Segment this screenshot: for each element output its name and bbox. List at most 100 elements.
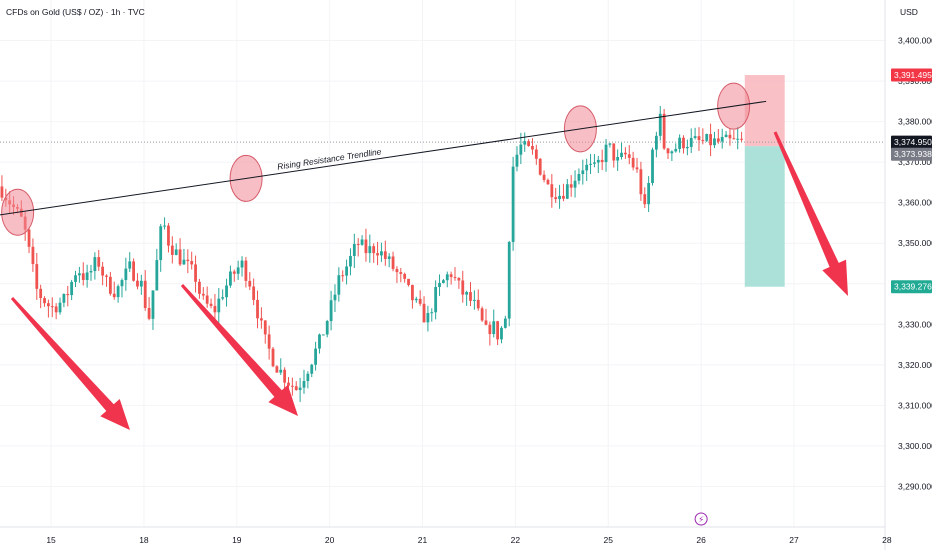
price-tick-label: 3,290.000 xyxy=(898,481,932,491)
candle-body xyxy=(39,288,43,299)
arrow-annotations[interactable] xyxy=(10,131,848,430)
candle-body xyxy=(128,261,132,269)
candle-body xyxy=(306,373,310,382)
candle-body xyxy=(414,298,418,301)
candle-body xyxy=(302,381,306,388)
candle-body xyxy=(422,303,426,323)
arrow-down-icon xyxy=(180,284,298,416)
candle-body xyxy=(411,284,414,301)
time-tick-label: 25 xyxy=(604,535,614,545)
candle-body xyxy=(434,286,438,313)
candle-body xyxy=(120,280,124,287)
candle-body xyxy=(480,308,484,321)
candle-body xyxy=(256,299,259,319)
candle-body xyxy=(593,162,596,164)
candle-body xyxy=(519,144,523,155)
price-labels: 3,391.4953,339.2763,374.95020:363,373.93… xyxy=(891,68,932,294)
candle-body xyxy=(167,225,170,246)
price-tick-label: 3,380.000 xyxy=(898,117,932,127)
price-tick-label: 3,360.000 xyxy=(898,198,932,208)
candle-body xyxy=(108,276,112,294)
candle-body xyxy=(170,245,174,255)
candle-body xyxy=(647,183,651,205)
candle-body xyxy=(380,251,383,256)
candle-body xyxy=(693,136,697,138)
candle-body xyxy=(217,298,221,313)
candle-body xyxy=(43,298,46,304)
price-axis[interactable] xyxy=(885,0,932,550)
candle-body xyxy=(244,260,248,281)
candle-body xyxy=(670,151,674,154)
time-tick-label: 28 xyxy=(882,535,892,545)
candle-body xyxy=(352,243,356,256)
candle-body xyxy=(89,271,93,273)
candle-body xyxy=(658,113,662,136)
candle-body xyxy=(488,324,492,335)
candle-body xyxy=(136,280,139,287)
event-marker[interactable]: ⚡ xyxy=(694,512,708,526)
price-tick-label: 3,310.000 xyxy=(898,400,932,410)
candle-body xyxy=(472,299,476,301)
candle-body xyxy=(643,194,647,205)
candle-body xyxy=(662,113,666,149)
candle-body xyxy=(205,295,209,304)
candle-body xyxy=(573,180,577,188)
candle-body xyxy=(438,282,441,287)
lightning-icon: ⚡ xyxy=(698,516,704,526)
candle-body xyxy=(93,257,97,272)
candle-body xyxy=(147,307,151,319)
candle-body xyxy=(62,293,66,303)
time-axis-ticks: 15 18 19 20 21 22 25 26 27 28 xyxy=(46,535,892,545)
price-tick-label: 3,330.000 xyxy=(898,319,932,329)
candle-body xyxy=(612,143,616,161)
candle-body xyxy=(596,159,600,163)
candle-body xyxy=(368,246,372,254)
candle-body xyxy=(77,273,81,276)
time-tick-label: 15 xyxy=(46,535,56,545)
candle-body xyxy=(550,184,554,198)
candle-body xyxy=(740,138,743,140)
candle-body xyxy=(604,144,608,163)
candle-body xyxy=(546,179,550,185)
candle-body xyxy=(321,334,325,336)
take-profit-zone[interactable] xyxy=(744,146,785,287)
candle-body xyxy=(248,280,252,287)
candle-body xyxy=(101,266,105,276)
candle-body xyxy=(484,320,488,325)
candle-body xyxy=(426,312,430,323)
candle-body xyxy=(624,152,627,155)
candle-body xyxy=(70,281,74,296)
candle-body xyxy=(298,387,302,391)
currency-label: USD xyxy=(900,7,918,17)
level-price-bg xyxy=(891,147,932,161)
target-price-label-bg xyxy=(891,280,932,294)
candle-body xyxy=(186,259,190,262)
candle-body xyxy=(314,348,318,365)
candle-body xyxy=(66,293,70,296)
candle-body xyxy=(674,148,678,152)
candle-body xyxy=(631,157,635,168)
candle-body xyxy=(705,134,709,141)
candle-body xyxy=(229,271,232,286)
candle-body xyxy=(163,225,166,227)
trendline[interactable] xyxy=(0,100,767,216)
time-tick-label: 26 xyxy=(696,535,706,545)
candle-body xyxy=(190,261,194,265)
candle-body xyxy=(151,290,155,319)
stop-loss-zone[interactable] xyxy=(744,75,785,147)
candle-body xyxy=(697,136,701,141)
candle-body xyxy=(236,267,240,274)
candle-body xyxy=(275,366,279,373)
candle-body xyxy=(356,243,360,245)
candle-body xyxy=(345,266,348,276)
candle-body xyxy=(430,312,434,314)
candle-body xyxy=(476,299,480,309)
candle-body xyxy=(116,286,120,298)
candle-body xyxy=(523,141,527,145)
candle-body xyxy=(407,278,410,285)
candle-body xyxy=(728,134,732,139)
candle-body xyxy=(441,280,445,283)
arrow-down-icon xyxy=(10,297,130,430)
candle-body xyxy=(209,303,213,306)
